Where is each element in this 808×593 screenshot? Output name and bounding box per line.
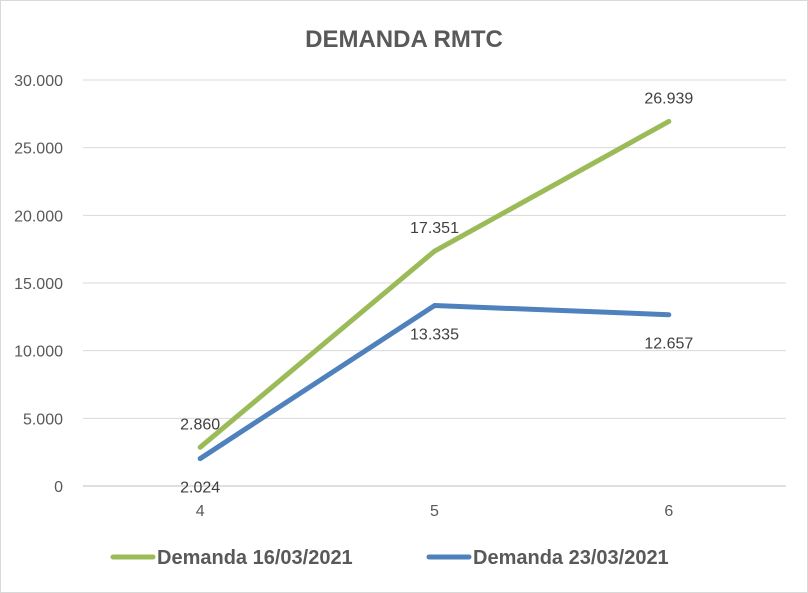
- y-tick-label: 30.000: [14, 73, 63, 90]
- data-label: 12.657: [644, 336, 693, 353]
- y-tick-label: 5.000: [23, 411, 63, 428]
- x-tick-label: 6: [664, 503, 673, 520]
- chart-title: DEMANDA RMTC: [305, 26, 503, 53]
- data-label: 2.024: [180, 480, 220, 497]
- series-lines: [197, 118, 672, 462]
- series-line-1: [197, 118, 672, 450]
- x-tick-label: 4: [196, 503, 205, 520]
- legend-label: Demanda 23/03/2021: [473, 547, 669, 569]
- y-tick-label: 15.000: [14, 276, 63, 293]
- data-label: 26.939: [644, 90, 693, 107]
- data-label: 17.351: [410, 220, 459, 237]
- legend: Demanda 16/03/2021 Demanda 23/03/2021: [110, 547, 669, 569]
- gridlines: [83, 79, 786, 487]
- series-line-2: [197, 303, 672, 462]
- data-label: 13.335: [410, 327, 459, 344]
- legend-label: Demanda 16/03/2021: [157, 547, 353, 569]
- x-axis-ticks: 4 5 6: [196, 503, 674, 520]
- y-axis-ticks: 0 5.000 10.000 15.000 20.000 25.000 30.000: [14, 73, 63, 496]
- y-tick-label: 10.000: [14, 344, 63, 361]
- x-tick-label: 5: [430, 503, 439, 520]
- data-label: 2.860: [180, 416, 220, 433]
- y-tick-label: 0: [54, 479, 63, 496]
- y-tick-label: 25.000: [14, 141, 63, 158]
- y-tick-label: 20.000: [14, 208, 63, 225]
- data-labels: 2.860 17.351 26.939 2.024 13.335 12.657: [180, 90, 693, 496]
